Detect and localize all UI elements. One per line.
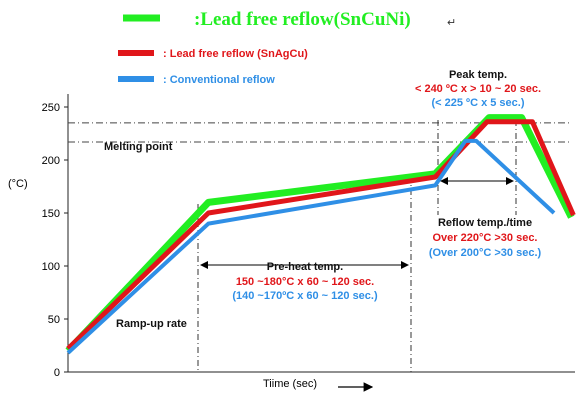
y-tick-label: 50: [48, 314, 60, 326]
preheat-title: Pre-heat temp.: [267, 261, 343, 273]
legend-label-conventional: : Conventional reflow: [163, 74, 275, 86]
y-tick-label: 250: [42, 102, 60, 114]
axes: 0 50 100 150 200 250 (°C) Tiime (sec): [8, 94, 575, 392]
preheat-annotation: Pre-heat temp. 150 ~180°C x 60 ~ 120 sec…: [232, 261, 378, 302]
reflow-red-spec: Over 220°C >30 sec.: [432, 232, 537, 244]
reflow-annotation: Reflow temp./time Over 220°C >30 sec. (O…: [429, 217, 542, 259]
reference-lines: [68, 122, 572, 143]
y-ticks: 0 50 100 150 200 250: [42, 102, 68, 379]
legend-label-snagcu: : Lead free reflow (SnAgCu): [163, 48, 308, 60]
series-line-conventional: [66, 138, 556, 355]
peak-red-spec: < 240 ºC x > 10 ~ 20 sec.: [415, 83, 541, 95]
y-axis-label: (°C): [8, 178, 28, 190]
y-tick-label: 200: [42, 155, 60, 167]
reflow-title: Reflow temp./time: [438, 217, 532, 229]
reflow-blue-spec: (Over 200°C >30 sec.): [429, 247, 542, 259]
preheat-blue-spec: (140 ~170ºC x 60 ~ 120 sec.): [232, 290, 378, 302]
peak-title: Peak temp.: [449, 69, 507, 81]
chart-title: :Lead free reflow(SnCuNi): [194, 9, 411, 30]
series-lines: [65, 114, 576, 355]
peak-blue-spec: (< 225 ºC x 5 sec.): [432, 97, 525, 109]
y-tick-label: 150: [42, 208, 60, 220]
y-tick-label: 0: [54, 367, 60, 379]
ramp-up-label: Ramp-up rate: [116, 318, 187, 330]
melting-point-label: Melting point: [104, 141, 173, 153]
peak-annotation: Peak temp. < 240 ºC x > 10 ~ 20 sec. (< …: [415, 69, 541, 109]
x-axis-label: Tiime (sec): [263, 378, 317, 390]
legend: :Lead free reflow(SnCuNi) ↵ : Lead free …: [118, 9, 456, 86]
y-tick-label: 100: [42, 261, 60, 273]
return-mark: ↵: [447, 17, 456, 29]
preheat-red-spec: 150 ~180°C x 60 ~ 120 sec.: [236, 276, 374, 288]
